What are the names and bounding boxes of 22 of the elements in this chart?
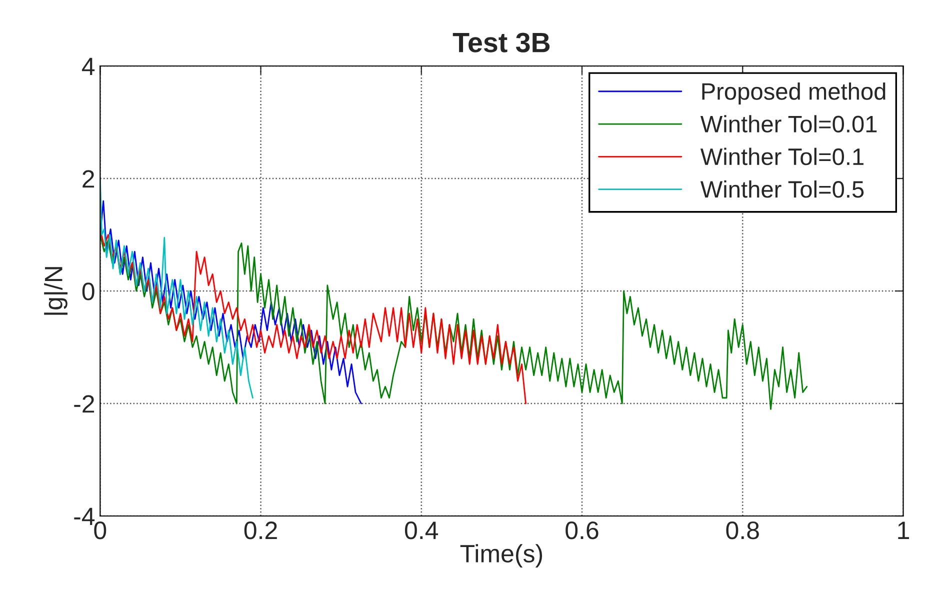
legend-label: Proposed method <box>702 82 886 105</box>
x-tick-label: 1 <box>898 522 909 539</box>
x-tick-label: 0.6 <box>566 522 598 540</box>
x-tick-label: 0.8 <box>726 522 759 540</box>
line-series <box>100 200 362 404</box>
y-tick-label: -2 <box>74 395 94 413</box>
legend-label: Winther Tol=0.5 <box>700 180 864 198</box>
y-tick-label: -4 <box>74 508 95 526</box>
x-tick-label: 0.2 <box>244 522 277 540</box>
legend-label: Winther Tol=0.1 <box>700 148 864 166</box>
y-tick-label: 2 <box>82 170 94 188</box>
line-series <box>100 234 808 410</box>
line-series <box>100 178 254 399</box>
y-tick-label: 0 <box>82 282 94 300</box>
x-tick-label: 0.4 <box>404 522 438 540</box>
y-tick-label: 4 <box>82 58 95 76</box>
line-series <box>100 228 526 404</box>
x-tick-label: 0 <box>94 522 106 540</box>
y-axis-title: |g|/N <box>44 267 68 315</box>
legend-label: Winther Tol=0.01 <box>700 115 877 133</box>
x-axis-title: Time(s) <box>460 544 542 568</box>
chart-title: Test 3B <box>452 32 550 52</box>
